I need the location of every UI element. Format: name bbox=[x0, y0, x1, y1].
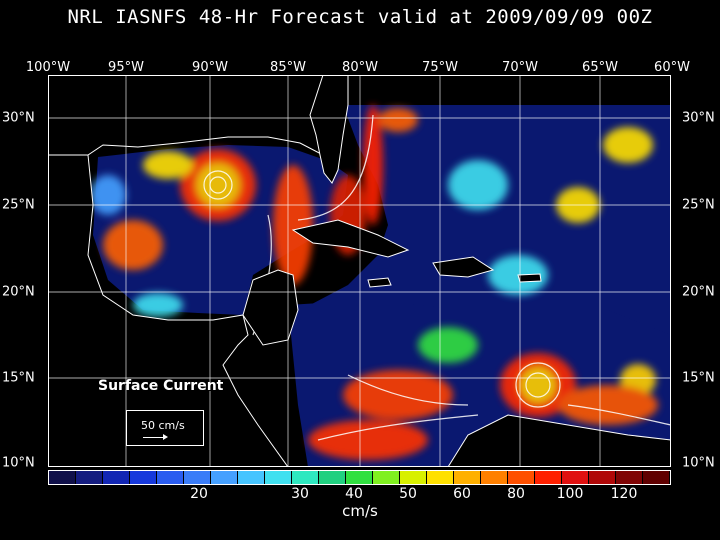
colorbar-swatch bbox=[535, 471, 562, 484]
hispaniola bbox=[432, 256, 495, 278]
yucatan bbox=[242, 269, 299, 346]
colorbar-tick-label: 100 bbox=[556, 486, 584, 502]
surface-current-label: Surface Current bbox=[98, 378, 224, 394]
jamaica bbox=[367, 277, 392, 288]
lon-label: 85°W bbox=[270, 60, 306, 75]
colorbar-swatch bbox=[481, 471, 508, 484]
colorbar-swatch bbox=[265, 471, 292, 484]
colorbar-swatch bbox=[373, 471, 400, 484]
cuba bbox=[291, 219, 410, 258]
colorbar-swatch bbox=[130, 471, 157, 484]
reference-vector-box: 50 cm/s bbox=[126, 410, 204, 446]
colorbar-tick-label: 120 bbox=[610, 486, 638, 502]
lon-label: 60°W bbox=[654, 60, 690, 75]
colorbar-swatch bbox=[238, 471, 265, 484]
lat-label-left: 15°N bbox=[2, 370, 35, 386]
lat-label-left: 20°N bbox=[2, 284, 35, 300]
lon-label: 65°W bbox=[582, 60, 618, 75]
map-title: NRL IASNFS 48-Hr Forecast valid at 2009/… bbox=[67, 6, 653, 28]
lon-label: 75°W bbox=[422, 60, 458, 75]
lon-label: 70°W bbox=[502, 60, 538, 75]
colorbar-swatch bbox=[508, 471, 535, 484]
colorbar-tick-label: 60 bbox=[453, 486, 471, 502]
colorbar-swatch bbox=[643, 471, 670, 484]
colorbar-swatch bbox=[589, 471, 616, 484]
lat-label-right: 25°N bbox=[682, 197, 715, 213]
lat-label-left: 25°N bbox=[2, 197, 35, 213]
lat-label-left: 10°N bbox=[2, 455, 35, 471]
florida-peninsula bbox=[309, 75, 349, 184]
colorbar bbox=[48, 470, 671, 485]
colorbar-tick-label: 80 bbox=[507, 486, 525, 502]
colorbar-tick-label: 50 bbox=[399, 486, 417, 502]
lat-label-right: 20°N bbox=[682, 284, 715, 300]
lon-label: 90°W bbox=[192, 60, 228, 75]
lat-label-right: 30°N bbox=[682, 110, 715, 126]
colorbar-swatch bbox=[76, 471, 103, 484]
colorbar-units: cm/s bbox=[342, 502, 378, 520]
lon-label: 95°W bbox=[108, 60, 144, 75]
colorbar-tick-label: 20 bbox=[190, 486, 208, 502]
colorbar-tick-label: 40 bbox=[345, 486, 363, 502]
colorbar-swatch bbox=[49, 471, 76, 484]
colorbar-swatch bbox=[157, 471, 184, 484]
colorbar-swatch bbox=[211, 471, 238, 484]
reference-arrow-icon bbox=[143, 434, 168, 440]
colorbar-swatch bbox=[454, 471, 481, 484]
current-map bbox=[48, 75, 671, 467]
colorbar-swatch bbox=[400, 471, 427, 484]
colorbar-swatch bbox=[292, 471, 319, 484]
colorbar-swatch bbox=[319, 471, 346, 484]
colorbar-swatch bbox=[562, 471, 589, 484]
reference-vector-label: 50 cm/s bbox=[141, 419, 185, 432]
colorbar-swatch bbox=[346, 471, 373, 484]
lat-label-right: 15°N bbox=[682, 370, 715, 386]
lon-label: 80°W bbox=[342, 60, 378, 75]
colorbar-swatch bbox=[616, 471, 643, 484]
lon-label: 100°W bbox=[25, 60, 71, 75]
lat-label-left: 30°N bbox=[2, 110, 35, 126]
lat-label-right: 10°N bbox=[682, 455, 715, 471]
colorbar-tick-label: 30 bbox=[291, 486, 309, 502]
south-america bbox=[447, 414, 671, 467]
puerto-rico bbox=[517, 273, 542, 283]
colorbar-swatch bbox=[427, 471, 454, 484]
colorbar-swatch bbox=[184, 471, 211, 484]
colorbar-swatch bbox=[103, 471, 130, 484]
